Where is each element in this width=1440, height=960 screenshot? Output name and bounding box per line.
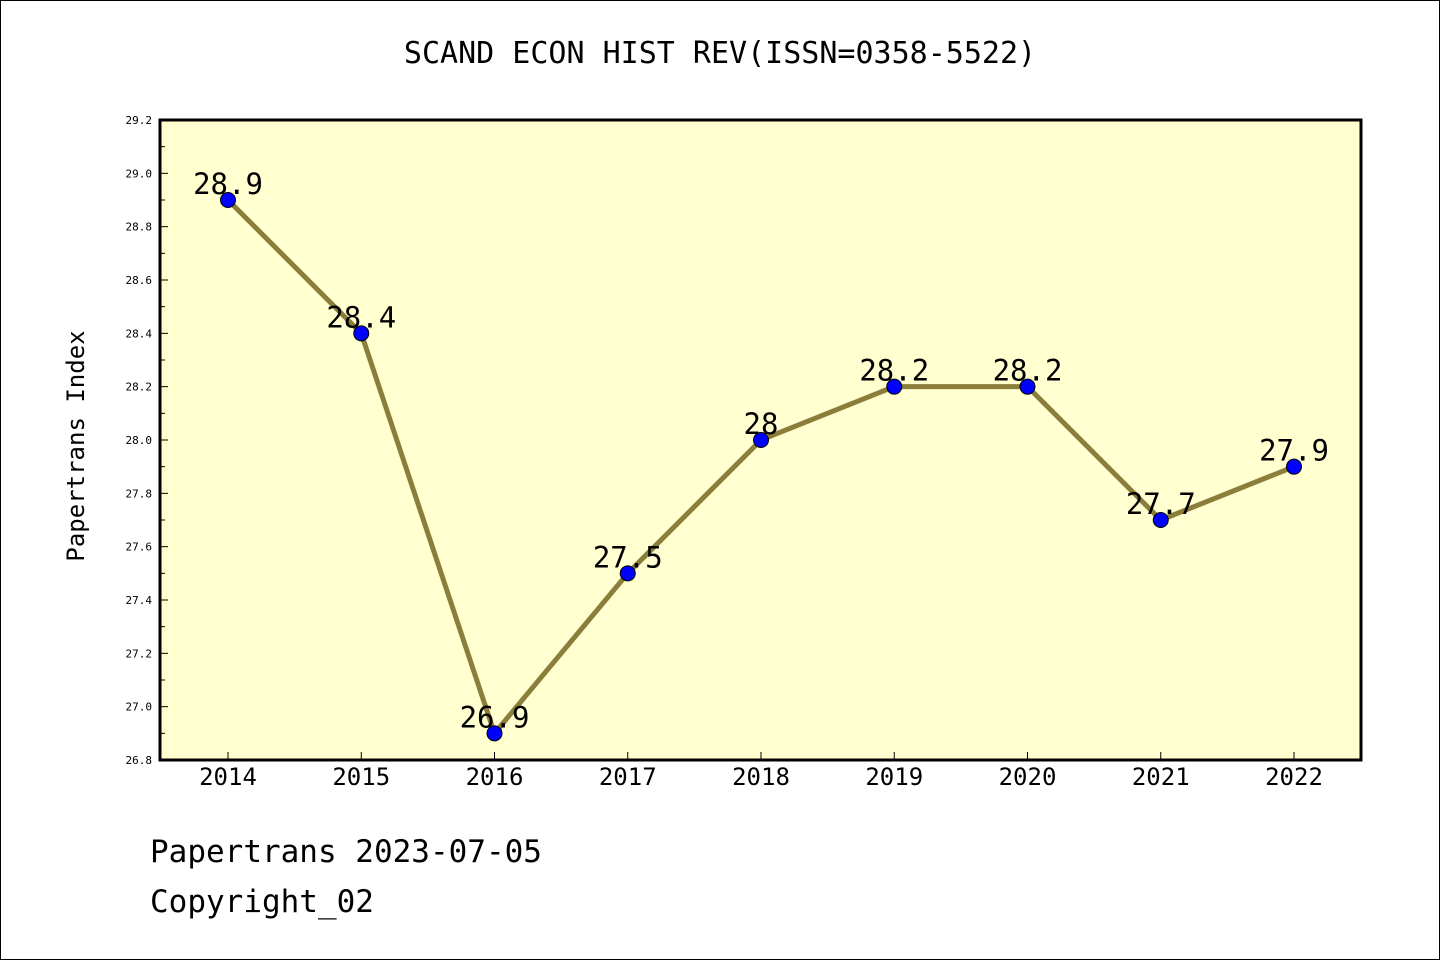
x-tick-label: 2017 (599, 763, 657, 791)
data-point (1019, 378, 1036, 395)
data-label: 28 (744, 407, 779, 441)
x-tick-label: 2019 (865, 763, 923, 791)
y-tick-label: 27.2 (126, 647, 153, 660)
x-tick-label: 2018 (732, 763, 790, 791)
data-point (1152, 512, 1169, 528)
y-tick-label: 28.2 (126, 381, 153, 394)
y-tick-label: 27.6 (126, 541, 153, 554)
data-label: 28.2 (993, 354, 1063, 388)
y-tick-label: 27.4 (126, 594, 153, 607)
x-tick-label: 2015 (332, 763, 390, 791)
data-label: 27.7 (1126, 487, 1196, 521)
data-label: 27.9 (1259, 434, 1329, 468)
y-tick-label: 29.0 (126, 167, 153, 180)
x-axis: 2014 2015 2016 2017 2018 2019 2020 2021 2022 (199, 752, 1323, 791)
y-axis: 26.8 27.0 27.2 27.4 27.6 27.8 28.0 28.2 28.4 28.6… (126, 114, 168, 767)
data-point (1286, 458, 1302, 475)
x-tick-label: 2016 (466, 763, 524, 791)
data-label: 28.9 (193, 167, 263, 201)
data-label: 27.5 (593, 540, 663, 574)
data-label: 28.4 (326, 300, 396, 334)
data-point (619, 565, 636, 582)
data-point (753, 432, 769, 448)
data-point (353, 325, 370, 342)
y-tick-label: 29.2 (126, 114, 153, 127)
footer-copyright: Copyright_02 (150, 884, 374, 920)
y-tick-label: 28.6 (126, 274, 153, 287)
chart-title: SCAND ECON HIST REV(ISSN=0358-5522) (403, 36, 1037, 71)
y-tick-label: 28.4 (126, 327, 153, 340)
y-axis-label: Papertrans Index (62, 330, 90, 561)
data-point (220, 192, 236, 208)
data-point (886, 378, 903, 395)
data-points (220, 192, 1302, 742)
data-point (486, 725, 503, 742)
data-label: 28.2 (859, 354, 929, 388)
x-tick-label: 2022 (1265, 763, 1323, 791)
y-tick-label: 26.8 (126, 754, 153, 767)
data-label: 26.9 (460, 700, 530, 734)
x-tick-label: 2021 (1132, 763, 1190, 791)
y-tick-label: 27.8 (126, 487, 153, 500)
footer-date: Papertrans 2023-07-05 (150, 834, 542, 870)
y-tick-label: 28.8 (126, 221, 153, 234)
x-tick-label: 2020 (999, 763, 1057, 791)
y-tick-label: 28.0 (126, 434, 153, 447)
y-tick-label: 27.0 (126, 701, 153, 714)
x-tick-label: 2014 (199, 763, 257, 791)
data-labels: 28.9 28.4 26.9 27.5 28 28.2 28.2 27.7 27.9 (193, 167, 1329, 734)
